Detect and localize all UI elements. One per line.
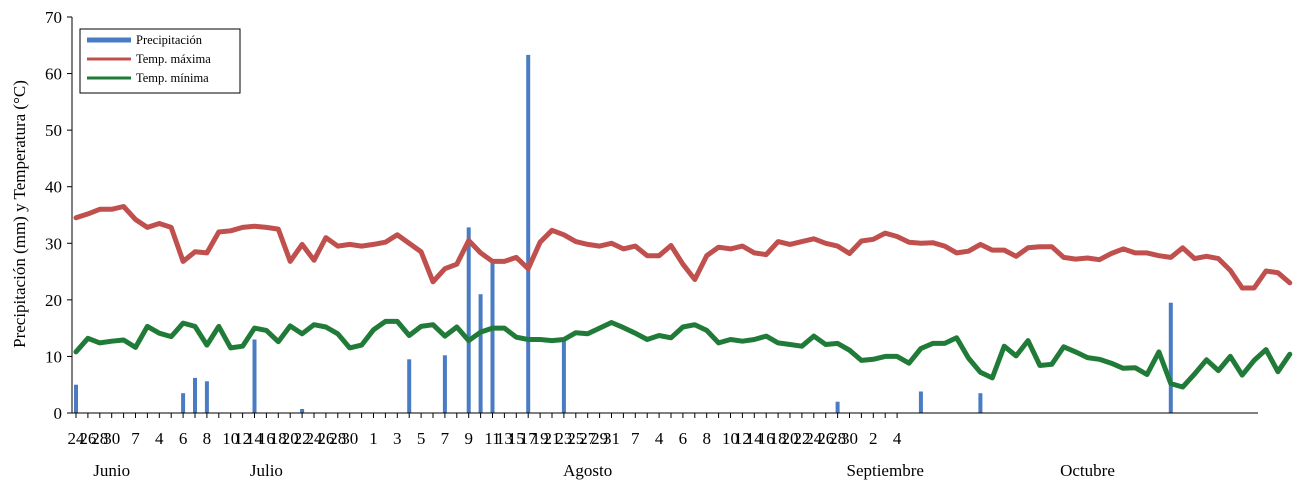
- precipitation-bar: [1168, 302, 1173, 413]
- y-axis-label: Precipitación (mm) y Temperatura (°C): [10, 80, 29, 348]
- precipitation-bar: [204, 381, 209, 413]
- x-tick-label: 22: [294, 429, 311, 448]
- month-label: Junio: [93, 461, 130, 480]
- x-tick-label: 29: [591, 429, 608, 448]
- precipitation-bar: [74, 384, 78, 413]
- legend-label: Precipitación: [136, 33, 203, 47]
- precipitation-bar: [835, 401, 840, 413]
- precipitation-bar: [181, 393, 186, 413]
- x-tick-label: 10: [722, 429, 739, 448]
- x-tick-label: 30: [103, 429, 120, 448]
- y-tick-label: 0: [54, 404, 63, 423]
- x-tick-label: 8: [702, 429, 711, 448]
- x-tick-label: 16: [758, 429, 775, 448]
- x-tick-label: 12: [234, 429, 251, 448]
- precipitation-bar: [478, 294, 483, 413]
- x-tick-label: 17: [520, 429, 538, 448]
- temp-max-line: [73, 204, 1293, 291]
- y-tick-label: 40: [45, 178, 62, 197]
- precipitation-bar: [918, 391, 923, 413]
- y-tick-label: 70: [45, 8, 62, 27]
- x-tick-label: 21: [544, 429, 561, 448]
- temperature-lines: [73, 204, 1293, 390]
- x-tick-label: 18: [270, 429, 287, 448]
- x-tick-label: 7: [131, 429, 140, 448]
- x-tick-label: 2: [869, 429, 878, 448]
- x-tick-label: 11: [484, 429, 500, 448]
- x-tick-label: 30: [341, 429, 358, 448]
- x-tick-label: 3: [393, 429, 402, 448]
- x-tick-label: 25: [567, 429, 584, 448]
- precipitation-bar: [490, 260, 495, 413]
- precipitation-bar: [561, 339, 566, 413]
- x-tick-label: 19: [532, 429, 549, 448]
- x-tick-label: 24: [306, 429, 324, 448]
- x-tick-label: 16: [258, 429, 275, 448]
- x-tick-label: 7: [441, 429, 450, 448]
- x-tick-label: 10: [222, 429, 239, 448]
- x-tick-label: 6: [179, 429, 188, 448]
- legend-label: Temp. máxima: [136, 52, 211, 66]
- x-tick-label: 7: [631, 429, 640, 448]
- y-tick-label: 60: [45, 65, 62, 84]
- x-tick-label: 28: [91, 429, 108, 448]
- x-tick-label: 20: [282, 429, 299, 448]
- y-tick-label: 50: [45, 121, 62, 140]
- precipitation-bar: [252, 339, 257, 413]
- y-tick-label: 20: [45, 291, 62, 310]
- precipitation-bars: [74, 54, 1173, 414]
- y-tick-label: 10: [45, 347, 62, 366]
- x-tick-label: 18: [770, 429, 787, 448]
- precipitation-bar: [442, 355, 447, 413]
- x-tick-label: 20: [782, 429, 799, 448]
- month-label: Octubre: [1060, 461, 1115, 480]
- legend-label: Temp. mínima: [136, 71, 209, 85]
- x-tick-label: 26: [817, 429, 834, 448]
- x-tick-label: 30: [841, 429, 858, 448]
- x-tick-label: 5: [417, 429, 426, 448]
- precipitation-bar: [526, 54, 531, 414]
- precipitation-bar: [978, 393, 983, 413]
- x-tick-label: 4: [893, 429, 902, 448]
- month-label: Septiembre: [846, 461, 923, 480]
- month-label: Agosto: [563, 461, 612, 480]
- x-tick-label: 22: [793, 429, 810, 448]
- x-tick-label: 6: [679, 429, 688, 448]
- x-tick-label: 28: [829, 429, 846, 448]
- x-tick-label: 28: [329, 429, 346, 448]
- x-tick-label: 24: [68, 429, 86, 448]
- x-tick-label: 8: [203, 429, 212, 448]
- x-tick-label: 23: [555, 429, 572, 448]
- temp-min-line: [73, 318, 1293, 390]
- x-tick-label: 14: [746, 429, 764, 448]
- x-tick-label: 13: [496, 429, 513, 448]
- x-tick-label: 4: [155, 429, 164, 448]
- x-tick-label: 26: [317, 429, 334, 448]
- x-tick-label: 24: [805, 429, 823, 448]
- x-tick-label: 9: [464, 429, 473, 448]
- y-tick-label: 30: [45, 234, 62, 253]
- precipitation-bar: [407, 359, 412, 413]
- precipitation-bar: [300, 409, 305, 413]
- x-tick-label: 4: [655, 429, 664, 448]
- x-tick-label: 15: [508, 429, 525, 448]
- precipitation-bar: [193, 377, 197, 413]
- x-tick-label: 27: [579, 429, 597, 448]
- x-tick-label: 31: [603, 429, 620, 448]
- x-tick-label: 14: [246, 429, 264, 448]
- x-tick-label: 12: [734, 429, 751, 448]
- precipitation-bar: [466, 227, 471, 413]
- legend: Precipitación Temp. máxima Temp. mínima: [79, 28, 241, 94]
- x-tick-label: 26: [79, 429, 96, 448]
- month-label: Julio: [250, 461, 283, 480]
- x-tick-label: 1: [369, 429, 378, 448]
